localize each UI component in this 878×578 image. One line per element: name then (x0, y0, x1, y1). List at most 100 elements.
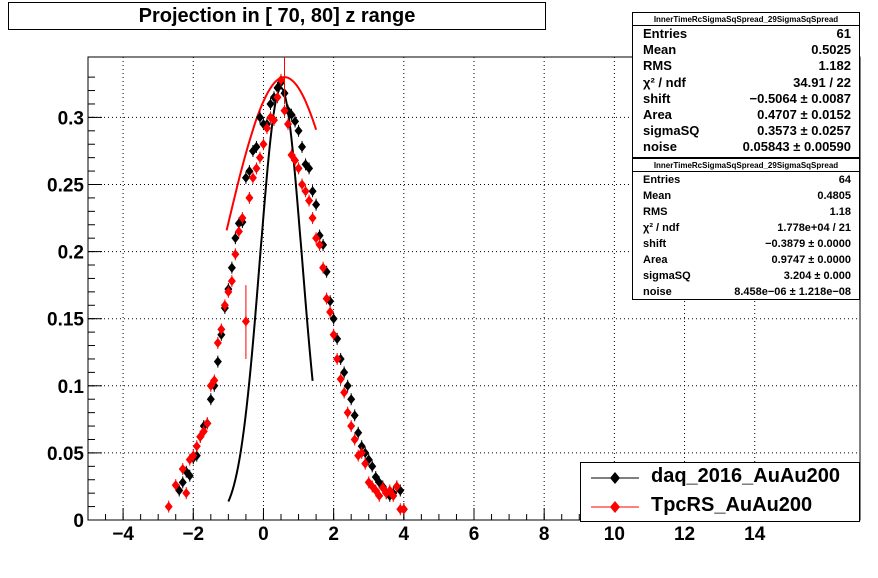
data-point (185, 470, 194, 481)
stats-row: RMS 1.182 (633, 58, 859, 74)
fit-curve-tpcrs (225, 76, 318, 231)
stats-label: RMS (643, 58, 672, 74)
stats-value: 0.4805 (817, 190, 851, 202)
stats-label: Area (643, 106, 672, 122)
data-point (312, 233, 321, 244)
chart-title: Projection in [ 70, 80] z range (8, 2, 546, 30)
stats-value: 8.458e−06 ± 1.218e−08 (734, 286, 851, 298)
y-tick-label: 0.1 (58, 377, 85, 398)
data-point (294, 163, 303, 174)
data-point (178, 477, 187, 488)
data-point (273, 92, 282, 103)
legend-label-daq: daq_2016_AuAu200 (651, 465, 840, 487)
stats-label: sigmaSQ (643, 270, 691, 282)
x-tick-label: 8 (539, 524, 550, 545)
legend-marker-daq (591, 472, 639, 484)
x-tick-label: 0 (258, 524, 269, 545)
data-point (361, 458, 370, 469)
stats-label: noise (643, 286, 672, 298)
axis-ticks: −4 −2 0 2 4 6 8 10 12 14 0 0.05 0.1 0.15 0.2 0.25 0.3 (47, 76, 861, 545)
data-point (305, 195, 314, 206)
data-point (199, 426, 208, 437)
data-point (354, 427, 363, 438)
data-point (234, 226, 243, 237)
stats-row: χ² / ndf 34.91 / 22 (633, 75, 859, 91)
data-point (206, 394, 215, 405)
y-tick-label: 0.2 (58, 243, 84, 264)
data-point (350, 410, 359, 421)
data-point (333, 353, 342, 364)
data-point (248, 172, 257, 183)
stats-value: 0.9747 ± 0.0000 (771, 254, 851, 266)
data-point (368, 461, 377, 472)
data-point (315, 239, 324, 250)
stats-label: χ² / ndf (643, 74, 686, 90)
stats-label: χ² / ndf (643, 222, 680, 234)
data-point (192, 441, 201, 452)
stats-value: 1.182 (818, 58, 851, 74)
stats-label: Area (643, 254, 668, 266)
data-point (312, 199, 321, 210)
series-tpcrs (164, 73, 408, 516)
data-point (319, 262, 328, 273)
x-tick-label: 12 (674, 524, 695, 545)
stats-label: Entries (643, 174, 681, 186)
legend-entry-tpcrs: TpcRS_AuAu200 (581, 492, 861, 520)
data-point (266, 98, 275, 109)
stats-value: 34.91 / 22 (793, 74, 851, 90)
data-point (343, 407, 352, 418)
x-tick-label: 2 (328, 524, 339, 545)
stats-row: noise 8.458e−06 ± 1.218e−08 (633, 284, 859, 300)
stats-row: χ² / ndf 1.778e+04 / 21 (633, 220, 859, 236)
stats-row: Entries 64 (633, 172, 859, 188)
data-point (227, 276, 236, 287)
stats-value: −0.5064 ± 0.0087 (749, 90, 851, 106)
data-point (357, 441, 366, 452)
stats-value: 0.05843 ± 0.00590 (742, 139, 851, 155)
stats-value: 0.4707 ± 0.0152 (757, 106, 851, 122)
stats-value: −0.3879 ± 0.0000 (765, 238, 851, 250)
stats-row: sigmaSQ 3.204 ± 0.000 (633, 268, 859, 284)
data-point (287, 109, 296, 120)
data-point (269, 115, 278, 126)
y-tick-label: 0.05 (47, 444, 84, 465)
data-point (392, 481, 401, 492)
stats-label: noise (643, 139, 677, 155)
stats-label: Entries (643, 26, 688, 41)
stats-value: 61 (836, 26, 851, 41)
x-tick-label: 6 (469, 524, 480, 545)
data-point (241, 172, 250, 183)
y-tick-label: 0.15 (47, 310, 84, 331)
data-point (252, 163, 261, 174)
data-point (252, 141, 261, 152)
data-point (305, 163, 314, 174)
data-point (326, 306, 335, 317)
data-point (182, 488, 191, 499)
data-point (298, 141, 307, 152)
stats-row: noise 0.05843 ± 0.00590 (633, 139, 859, 155)
y-tick-label: 0 (73, 511, 84, 532)
stats-row: Mean 0.5025 (633, 42, 859, 58)
data-point (298, 179, 307, 190)
data-point (245, 166, 254, 177)
legend-entry-daq: daq_2016_AuAu200 (581, 463, 861, 491)
stats-row: sigmaSQ 0.3573 ± 0.0257 (633, 123, 859, 139)
data-point (213, 337, 222, 348)
data-point (227, 262, 236, 273)
stats-box-tpcrs: InnerTimeRcSigmaSqSpread_29SigmaSqSpread… (632, 158, 860, 300)
stats-row: Entries 61 (633, 26, 859, 42)
stats-row: shift −0.3879 ± 0.0000 (633, 236, 859, 252)
stats-row: Mean 0.4805 (633, 188, 859, 204)
data-point (171, 480, 180, 491)
data-point (231, 249, 240, 260)
y-tick-label: 0.25 (47, 175, 84, 196)
x-tick-label: 4 (399, 524, 410, 545)
stats-row: Area 0.9747 ± 0.0000 (633, 252, 859, 268)
data-point (255, 152, 264, 163)
data-point (301, 186, 310, 197)
fit-curve-daq (227, 87, 314, 502)
data-point (336, 374, 345, 385)
data-point (340, 367, 349, 378)
legend-marker-tpcrs (591, 501, 639, 513)
